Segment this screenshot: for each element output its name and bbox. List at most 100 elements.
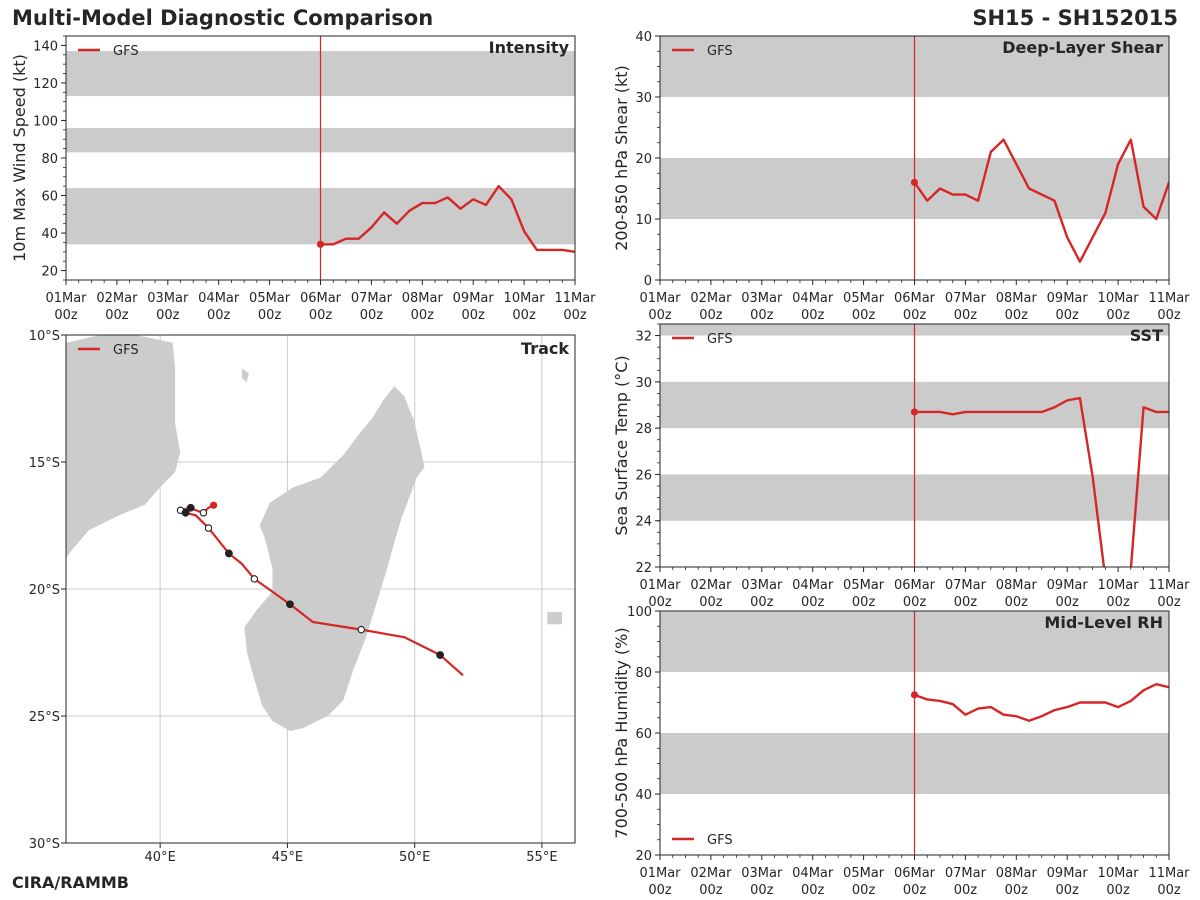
sst-ytick-label: 24: [635, 515, 652, 530]
rh-ytick-label: 80: [635, 666, 652, 681]
sst-panel: 22 24 26 28 30 32 01Mar 00z 02Mar 00z 03Mar 00z 04Ma…: [612, 323, 1190, 610]
rh-xtick-label-day: 10Mar: [1098, 866, 1140, 881]
track-point-12z: [199, 509, 208, 517]
shear-init-point: [910, 178, 919, 186]
rh-ylabel: 700-500 hPa Humidity (%): [612, 627, 631, 838]
intensity-title: Intensity: [489, 38, 570, 57]
sst-series-gfs: [914, 396, 1169, 567]
rh-panel: 20 40 60 80 100 01Mar 00z 02Mar 00z 03Mar 00z 04Mar…: [612, 605, 1190, 898]
track-panel: 40°E 45°E 50°E 55°E 10°S 15°S 20°S 25°S 30°S Trac…: [29, 329, 613, 865]
intensity-xtick-label-hour: 00z: [563, 308, 587, 323]
shear-xtick-label-day: 07Mar: [945, 291, 987, 306]
track-xtick-label: 40°E: [145, 850, 176, 865]
sst-xtick-label-day: 04Mar: [792, 578, 834, 593]
track-point-00z: [286, 600, 294, 609]
shear-xtick-label-hour: 00z: [1056, 308, 1080, 323]
shear-xtick-label-hour: 00z: [801, 308, 825, 323]
intensity-xtick-label-hour: 00z: [54, 308, 78, 323]
rh-xtick-label-day: 08Mar: [996, 866, 1038, 881]
intensity-xtick-label-hour: 00z: [105, 308, 129, 323]
intensity-ytick-label: 20: [41, 265, 58, 280]
track-title: Track: [521, 339, 569, 358]
shear-series-gfs: [913, 138, 1169, 263]
shear-xtick-label-day: 04Mar: [792, 291, 834, 306]
intensity-series-gfs: [320, 184, 575, 254]
intensity-xtick-label-day: 01Mar: [45, 291, 87, 306]
track-xtick-label: 45°E: [272, 850, 303, 865]
sst-xtick-label-hour: 00z: [1157, 595, 1181, 610]
sst-init-point: [910, 408, 919, 416]
intensity-ylabel: 10m Max Wind Speed (kt): [10, 54, 29, 262]
rh-xtick-label-hour: 00z: [852, 883, 876, 898]
intensity-xtick-label-day: 10Mar: [504, 291, 546, 306]
shear-xtick-label-hour: 00z: [1005, 308, 1029, 323]
intensity-xtick-label-day: 06Mar: [300, 291, 342, 306]
rh-xtick-label-day: 02Mar: [690, 866, 732, 881]
track-ytick-label: 20°S: [29, 583, 60, 598]
track-ytick-label: 15°S: [29, 456, 60, 471]
sst-xtick-label-hour: 00z: [954, 595, 978, 610]
rh-xtick-label-hour: 00z: [1106, 883, 1130, 898]
intensity-ytick-label: 120: [33, 77, 58, 92]
rh-xtick-label-hour: 00z: [1157, 883, 1181, 898]
intensity-xtick-label-day: 08Mar: [402, 291, 444, 306]
rh-xtick-label-hour: 00z: [801, 883, 825, 898]
sst-xtick-label-day: 03Mar: [741, 578, 783, 593]
intensity-legend-label: GFS: [113, 44, 139, 59]
shear-xtick-label-day: 06Mar: [894, 291, 936, 306]
sst-legend-label: GFS: [707, 332, 733, 347]
sst-ytick-label: 32: [635, 330, 652, 345]
sst-xtick-label-day: 08Mar: [996, 578, 1038, 593]
shear-xtick-label-hour: 00z: [699, 308, 723, 323]
track-line-gfs: [179, 504, 464, 677]
shear-xtick-label-hour: 00z: [852, 308, 876, 323]
intensity-xtick-label-day: 04Mar: [198, 291, 240, 306]
sst-ytick-label: 22: [635, 561, 652, 576]
track-point-12z: [250, 575, 259, 583]
intensity-xtick-label-hour: 00z: [462, 308, 486, 323]
shear-xtick-label-hour: 00z: [1106, 308, 1130, 323]
sst-xtick-label-hour: 00z: [1005, 595, 1029, 610]
intensity-ytick-label: 80: [41, 152, 58, 167]
shear-ytick-label: 20: [635, 152, 652, 167]
track-point-00z: [224, 549, 233, 558]
sst-ytick-label: 30: [635, 376, 652, 391]
shear-legend-label: GFS: [707, 44, 733, 59]
shear-xtick-label-hour: 00z: [750, 308, 774, 323]
shear-xtick-label-day: 11Mar: [1148, 291, 1190, 306]
shear-ytick-label: 10: [635, 213, 652, 228]
shear-title: Deep-Layer Shear: [1002, 38, 1163, 57]
sst-xtick-label-day: 07Mar: [945, 578, 987, 593]
sst-ytick-label: 26: [635, 468, 652, 483]
intensity-ytick-label: 140: [33, 39, 58, 54]
track-legend-label: GFS: [113, 343, 139, 358]
sst-xtick-label-day: 11Mar: [1148, 578, 1190, 593]
shear-ytick-label: 0: [644, 274, 652, 289]
intensity-panel: 20 40 60 80 100 120 140 01Mar 00z 02Mar 00z 03Mar 00…: [10, 35, 596, 323]
track-point-00z: [436, 651, 445, 659]
footer-credit: CIRA/RAMMB: [12, 873, 129, 892]
rh-xtick-label-day: 04Mar: [792, 866, 834, 881]
sst-xtick-label-hour: 00z: [1056, 595, 1080, 610]
track-xtick-label: 50°E: [399, 850, 430, 865]
sst-xtick-label-hour: 00z: [1106, 595, 1130, 610]
sst-xtick-label-hour: 00z: [852, 595, 876, 610]
intensity-xtick-label-hour: 00z: [258, 308, 282, 323]
figure-title: Multi-Model Diagnostic Comparison: [12, 6, 433, 30]
rh-xtick-label-day: 03Mar: [741, 866, 783, 881]
rh-title: Mid-Level RH: [1044, 613, 1163, 632]
intensity-xtick-label-day: 05Mar: [249, 291, 291, 306]
shear-xtick-label-hour: 00z: [903, 308, 927, 323]
rh-ytick-label: 100: [627, 605, 652, 620]
track-point-00z: [181, 508, 190, 517]
track-point-12z: [204, 524, 213, 532]
sst-xtick-label-day: 06Mar: [894, 578, 936, 593]
shear-xtick-label-hour: 00z: [648, 308, 672, 323]
intensity-xtick-label-hour: 00z: [309, 308, 333, 323]
track-ytick-label: 10°S: [29, 329, 60, 344]
land-mauritius: [600, 589, 613, 602]
track-start-point: [210, 501, 218, 509]
intensity-ytick-label: 100: [33, 114, 58, 129]
intensity-xtick-label-hour: 00z: [156, 308, 180, 323]
shear-xtick-label-day: 08Mar: [996, 291, 1038, 306]
